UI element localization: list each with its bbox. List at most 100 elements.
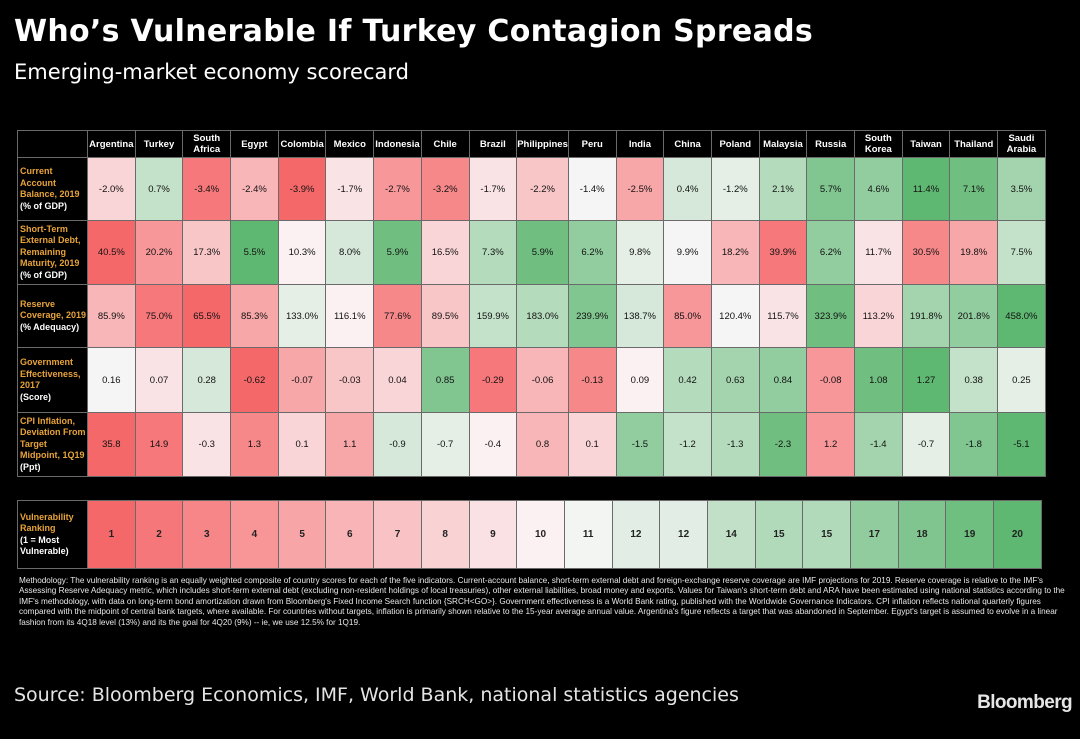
heatmap-cell: 20.2% <box>134 220 184 285</box>
heatmap-cell: -0.9 <box>373 412 422 477</box>
heatmap-cell: -3.4% <box>182 157 232 221</box>
ranking-label-title: Vulnerability Ranking <box>20 511 74 534</box>
heatmap-cell: 0.1 <box>567 412 617 477</box>
heatmap-cell: 0.25 <box>997 347 1046 413</box>
ranking-label: Vulnerability Ranking (1 = Most Vulnerabl… <box>17 500 88 569</box>
row-label-unit: (Ppt) <box>20 461 41 472</box>
row-label-title: CPI Inflation, Deviation From Target Mid… <box>20 415 86 461</box>
heatmap-cell: 159.9% <box>468 284 518 348</box>
column-header-china: China <box>663 130 712 158</box>
ranking-cell: 15 <box>754 500 804 569</box>
heatmap-cell: -0.7 <box>420 412 470 477</box>
ranking-cell: 8 <box>420 500 470 569</box>
column-header-taiwan: Taiwan <box>901 130 951 158</box>
column-header-colombia: Colombia <box>277 130 327 158</box>
heatmap-cell: -1.8 <box>949 412 999 477</box>
ranking-cell: 9 <box>468 500 518 569</box>
heatmap-cell: 11.4% <box>901 157 951 221</box>
heatmap-cell: 39.9% <box>758 220 808 285</box>
ranking-cell: 19 <box>945 500 995 569</box>
ranking-cell: 6 <box>325 500 375 569</box>
heatmap-cell: 30.5% <box>901 220 951 285</box>
column-header-malaysia: Malaysia <box>758 130 808 158</box>
indicator-row: Government Effectiveness, 2017 (Score) 0.1… <box>17 347 1046 413</box>
heatmap-cell: 0.85 <box>420 347 470 413</box>
heatmap-cell: 0.28 <box>182 347 232 413</box>
bloomberg-logo: Bloomberg <box>977 692 1072 713</box>
heatmap-cell: 75.0% <box>134 284 184 348</box>
row-label-title: Current Account Balance, 2019 <box>20 166 80 199</box>
column-header-argentina: Argentina <box>87 130 136 158</box>
chart-subtitle: Emerging-market economy scorecard <box>14 60 409 84</box>
heatmap-cell: 7.5% <box>997 220 1046 285</box>
ranking-cell: 17 <box>850 500 899 569</box>
heatmap-cell: 0.16 <box>87 347 136 413</box>
heatmap-cell: 1.27 <box>901 347 951 413</box>
column-header-south-korea: South Korea <box>854 130 903 158</box>
vulnerability-ranking-table: Vulnerability Ranking (1 = Most Vulnerabl… <box>17 500 1042 569</box>
column-header-brazil: Brazil <box>468 130 518 158</box>
heatmap-cell: -0.08 <box>806 347 855 413</box>
heatmap-cell: 201.8% <box>949 284 999 348</box>
heatmap-cell: 85.3% <box>230 284 279 348</box>
heatmap-cell: 7.3% <box>468 220 518 285</box>
heatmap-cell: 5.9% <box>373 220 422 285</box>
heatmap-cell: -0.06 <box>516 347 569 413</box>
heatmap-cell: -0.13 <box>567 347 617 413</box>
heatmap-cell: 77.6% <box>373 284 422 348</box>
chart-title: Who’s Vulnerable If Turkey Contagion Spr… <box>14 14 814 49</box>
heatmap-cell: -0.3 <box>182 412 232 477</box>
ranking-label-unit: (1 = Most Vulnerable) <box>20 534 69 557</box>
heatmap-cell: 18.2% <box>710 220 760 285</box>
heatmap-cell: -5.1 <box>997 412 1046 477</box>
column-header-thailand: Thailand <box>949 130 999 158</box>
heatmap-cell: 14.9 <box>134 412 184 477</box>
heatmap-cell: -2.3 <box>758 412 808 477</box>
ranking-cell: 11 <box>563 500 613 569</box>
heatmap-cell: -1.7% <box>325 157 375 221</box>
heatmap-cell: 7.1% <box>949 157 999 221</box>
methodology-note: Methodology: The vulnerability ranking i… <box>19 576 1065 627</box>
row-label-unit: (Score) <box>20 391 52 402</box>
heatmap-cell: 1.2 <box>806 412 855 477</box>
indicator-row: Current Account Balance, 2019 (% of GDP) -… <box>17 157 1046 221</box>
ranking-cell: 14 <box>706 500 756 569</box>
row-label: Government Effectiveness, 2017 (Score) <box>17 347 88 413</box>
heatmap-cell: 1.3 <box>230 412 279 477</box>
indicator-row: Reserve Coverage, 2019 (% Adequacy) 85.9% 7… <box>17 284 1046 348</box>
column-header-mexico: Mexico <box>325 130 375 158</box>
column-header-philippines: Philippines <box>516 130 569 158</box>
ranking-cell: 12 <box>659 500 708 569</box>
heatmap-cell: -0.62 <box>230 347 279 413</box>
ranking-cell: 2 <box>134 500 184 569</box>
heatmap-cell: 0.63 <box>710 347 760 413</box>
heatmap-cell: -2.4% <box>230 157 279 221</box>
heatmap-cell: 113.2% <box>854 284 903 348</box>
heatmap-cell: 2.1% <box>758 157 808 221</box>
row-label-unit: (% Adequacy) <box>20 321 80 332</box>
row-label: Short-Term External Debt, Remaining Matu… <box>17 220 88 285</box>
row-label-title: Short-Term External Debt, Remaining Matu… <box>20 223 81 269</box>
heatmap-cell: 8.0% <box>325 220 375 285</box>
heatmap-cell: -1.7% <box>468 157 518 221</box>
heatmap-cell: 0.09 <box>615 347 665 413</box>
column-header-south-africa: South Africa <box>182 130 232 158</box>
country-header-row: Argentina Turkey South Africa Egypt Colombia… <box>17 130 1046 158</box>
heatmap-cell: 323.9% <box>806 284 855 348</box>
heatmap-cell: -1.2% <box>710 157 760 221</box>
row-label-unit: (% of GDP) <box>20 269 67 280</box>
heatmap-cell: 89.5% <box>420 284 470 348</box>
heatmap-cell: 4.6% <box>854 157 903 221</box>
row-label-title: Reserve Coverage, 2019 <box>20 298 87 321</box>
heatmap-cell: -1.2 <box>663 412 712 477</box>
heatmap-cell: -0.29 <box>468 347 518 413</box>
source-note: Source: Bloomberg Economics, IMF, World … <box>14 684 739 706</box>
heatmap-cell: -0.7 <box>901 412 951 477</box>
column-header-indonesia: Indonesia <box>373 130 422 158</box>
heatmap-cell: 0.04 <box>373 347 422 413</box>
indicator-row: CPI Inflation, Deviation From Target Mid… <box>17 412 1046 477</box>
heatmap-cell: 6.2% <box>567 220 617 285</box>
heatmap-cell: -2.5% <box>615 157 665 221</box>
heatmap-cell: 5.5% <box>230 220 279 285</box>
heatmap-cell: 0.8 <box>516 412 569 477</box>
